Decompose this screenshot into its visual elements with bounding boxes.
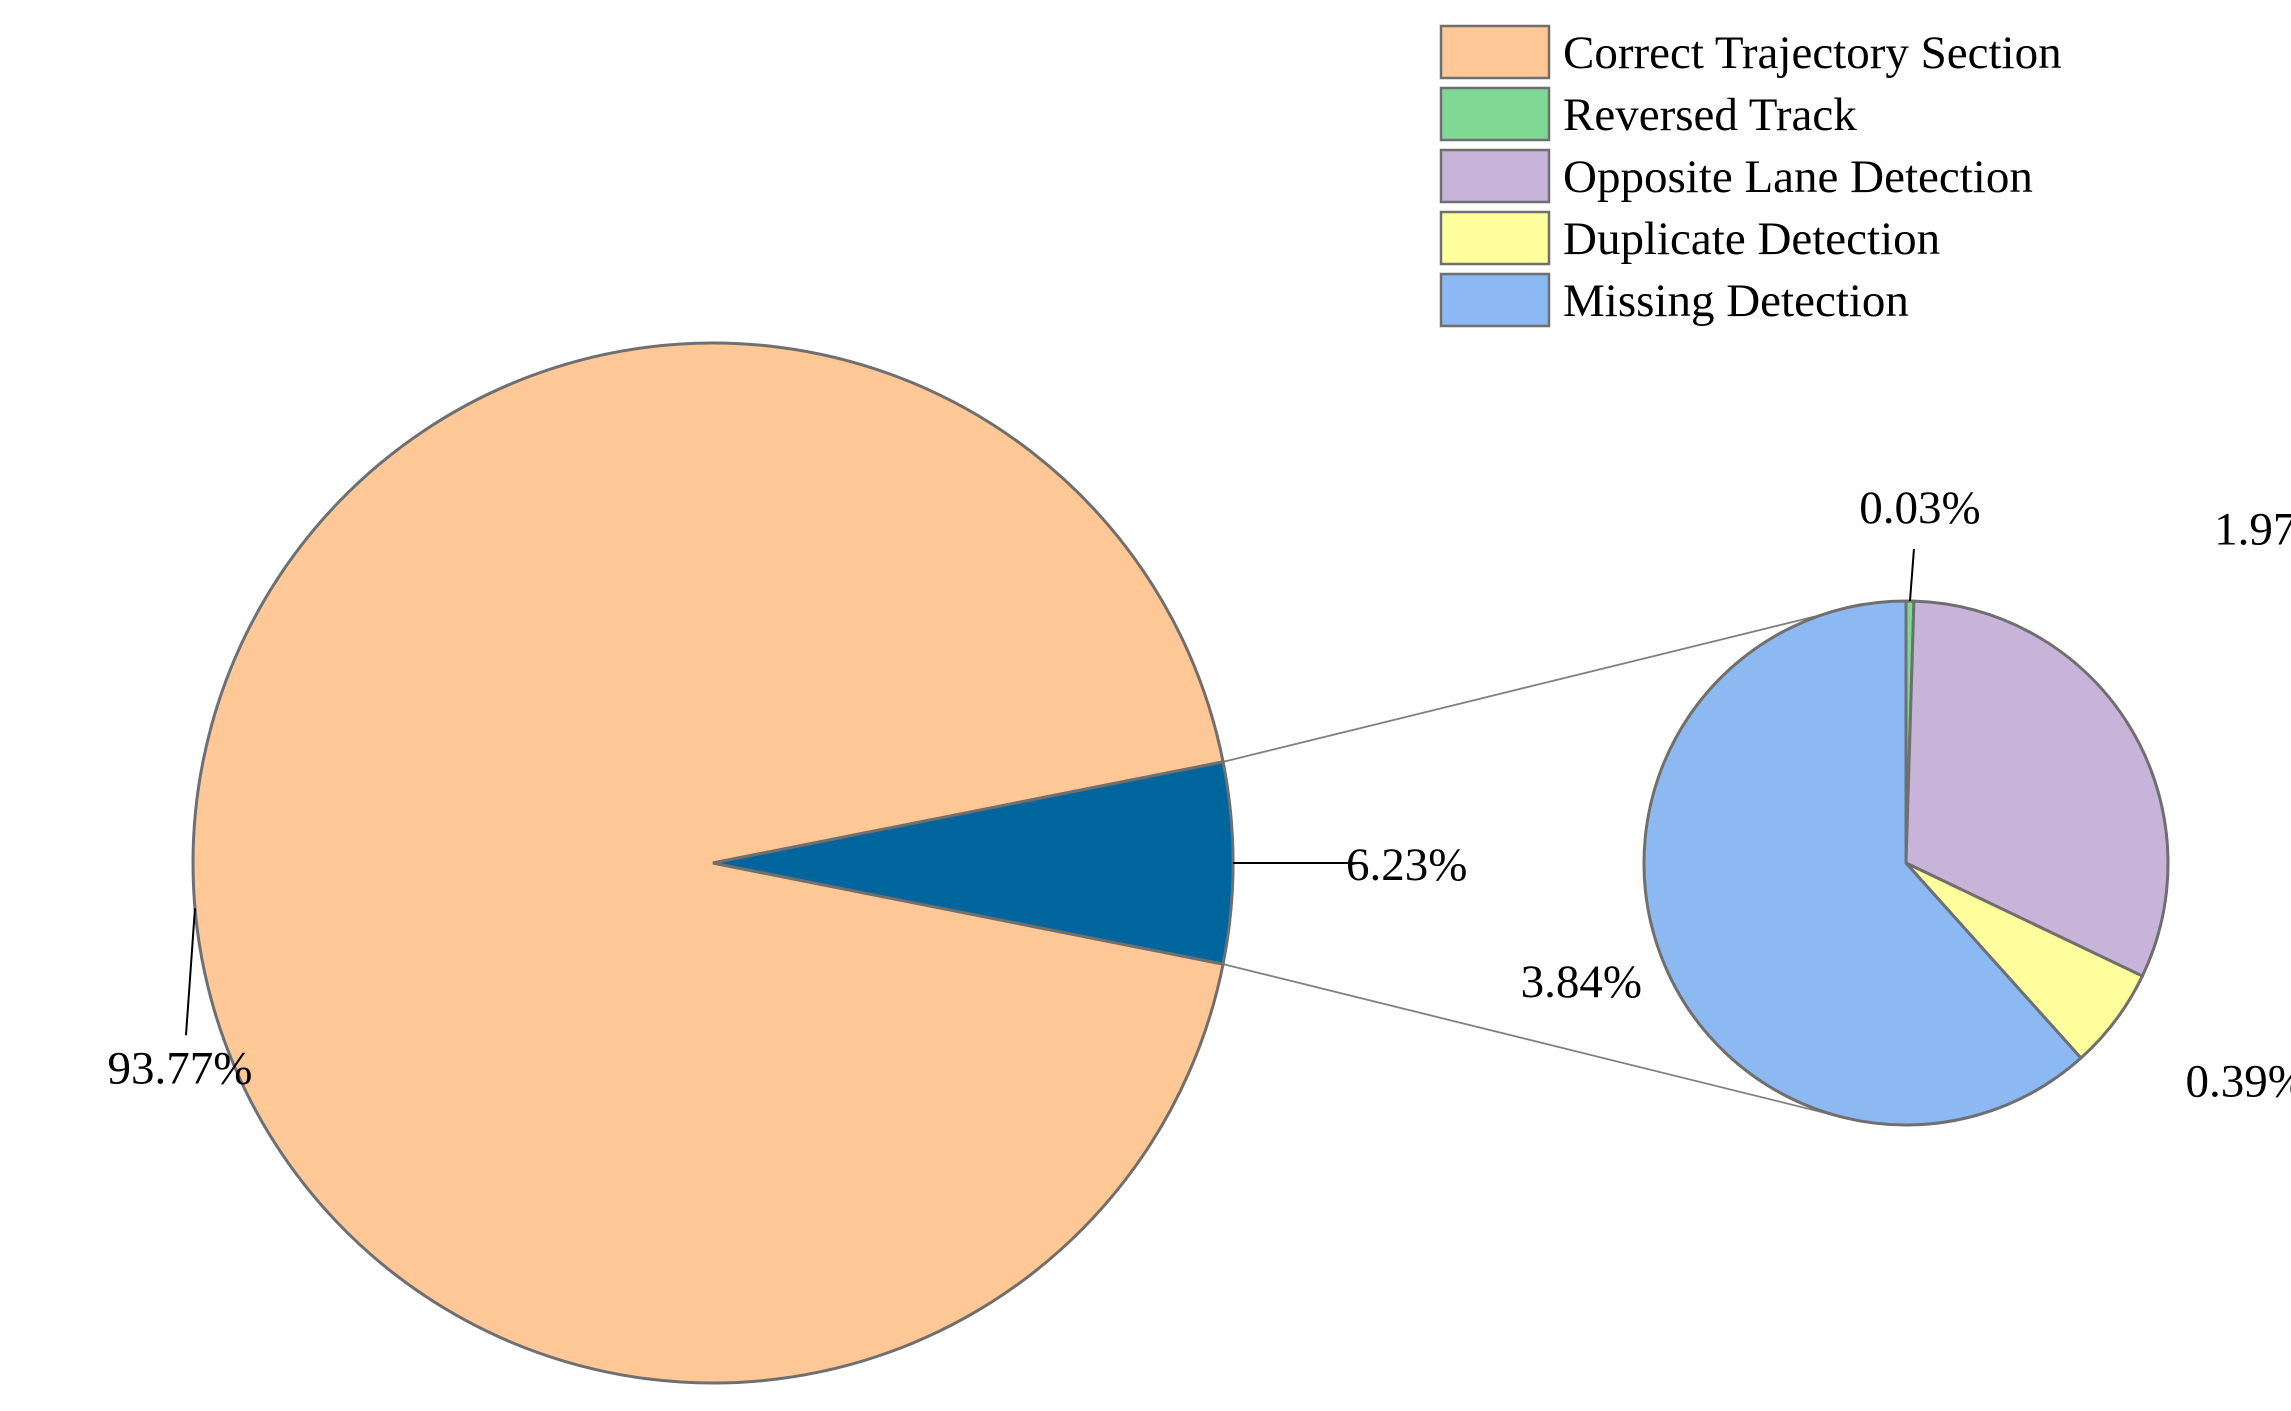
data-labels: 93.77% 6.23% 0.03% 1.97% 0.39% 3.84% [108, 482, 2291, 1108]
legend-swatch-opposite-lane-detection [1439, 148, 1551, 204]
legend-label-reversed-track: Reversed Track [1563, 89, 1857, 141]
main-slice-correct-trajectory-section [191, 341, 1225, 1385]
legend-label-correct-trajectory-section: Correct Trajectory Section [1563, 27, 2062, 79]
legend-swatch-duplicate-detection [1439, 210, 1551, 266]
data-label-reversed-track: 0.03% [1859, 482, 1980, 534]
data-label-opposite-lane-detection: 1.97% [2214, 504, 2291, 556]
secondary-pie [1642, 599, 2170, 1127]
legend-swatch-missing-detection [1439, 272, 1551, 328]
legend-label-opposite-lane-detection: Opposite Lane Detection [1563, 151, 2033, 203]
data-label-missing-detection: 3.84% [1521, 956, 1642, 1008]
legend: Correct Trajectory Section Reversed Track… [1439, 24, 2062, 328]
leader-line-reversed-track [1908, 548, 1915, 602]
connector-line-bottom [1222, 963, 1843, 1119]
legend-swatch-correct-trajectory-section [1439, 24, 1551, 80]
data-label-correct-trajectory-section: 93.77% [108, 1042, 253, 1094]
legend-label-missing-detection: Missing Detection [1563, 275, 1909, 327]
secondary-slice-opposite-lane-detection [1904, 599, 2170, 979]
legend-swatch-reversed-track [1439, 86, 1551, 142]
data-label-other: 6.23% [1346, 839, 1467, 891]
main-pie [191, 341, 1235, 1385]
leader-line-correct-trajectory-section [184, 908, 196, 1036]
legend-label-duplicate-detection: Duplicate Detection [1563, 213, 1940, 265]
secondary-slice-missing-detection [1642, 599, 2084, 1127]
main-slice-other [712, 760, 1235, 966]
data-label-duplicate-detection: 0.39% [2186, 1056, 2291, 1108]
connector-lines [1222, 603, 1866, 1119]
connector-line-top [1222, 603, 1866, 763]
